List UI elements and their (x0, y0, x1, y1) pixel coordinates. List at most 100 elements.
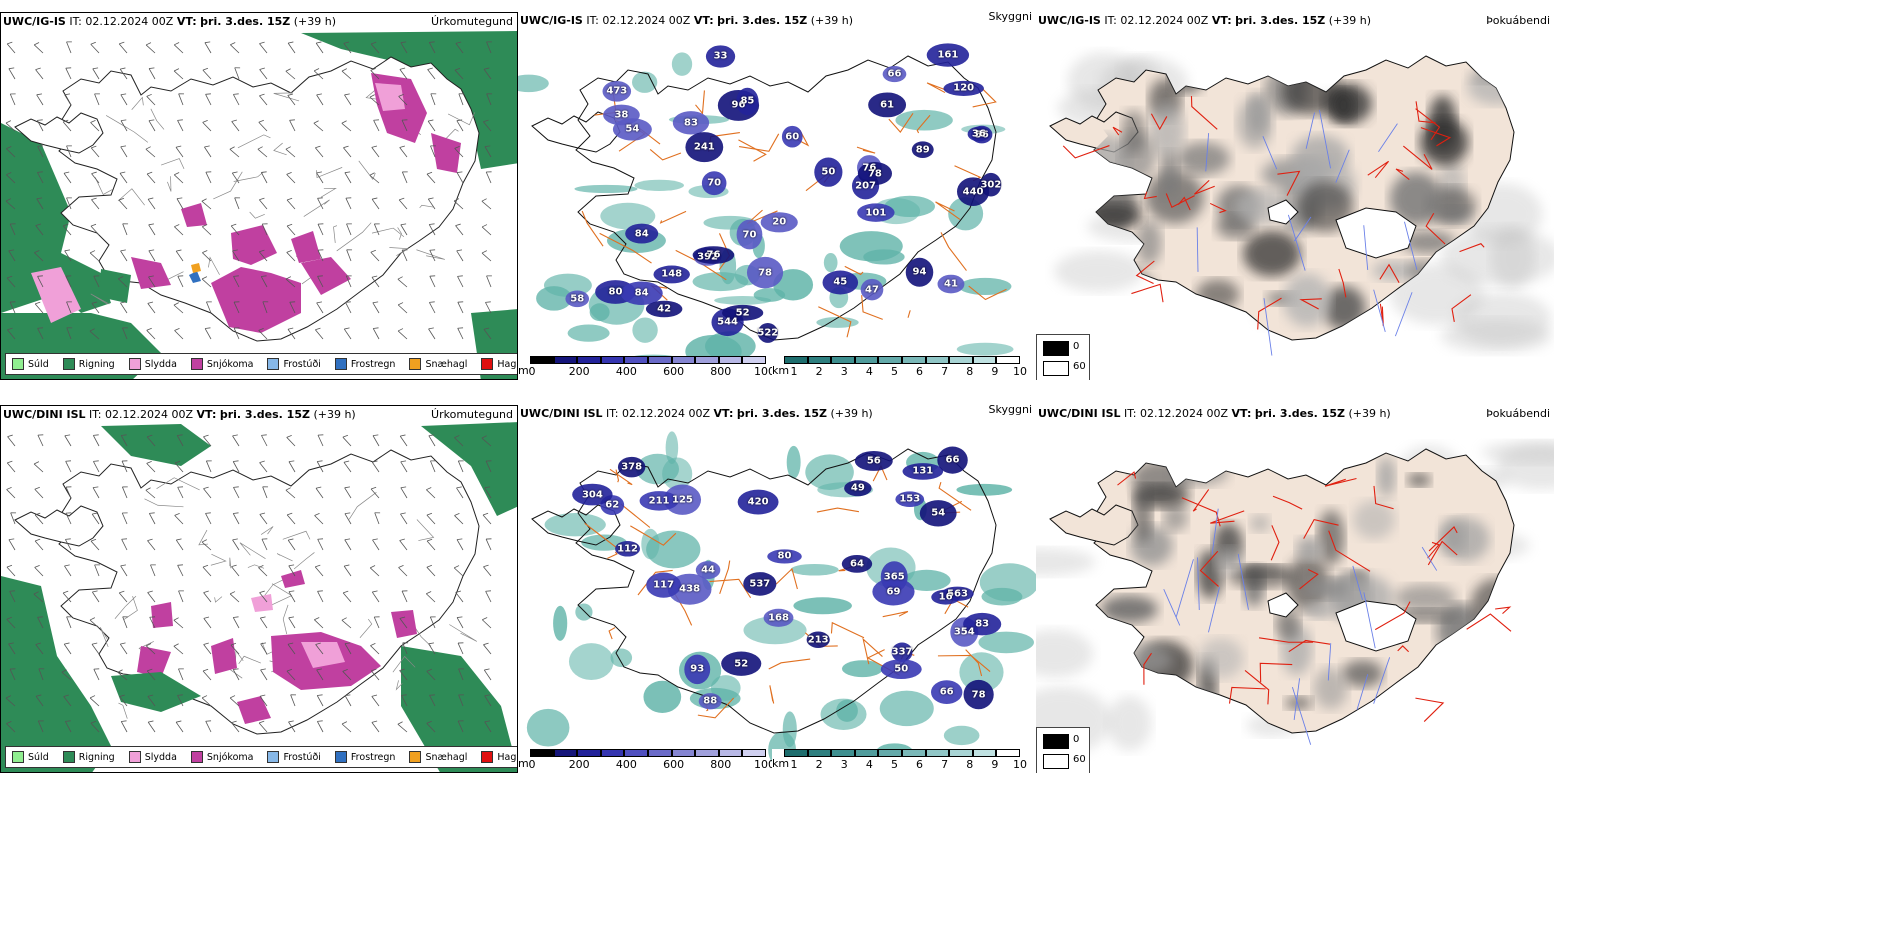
low-visibility-area (836, 699, 858, 722)
cloud-ceiling-area (565, 290, 590, 308)
wind-barb (145, 146, 156, 158)
fog-index-map-top: UWC/IG-IS IT: 02.12.2024 00Z VT: þri. 3.… (1036, 12, 1554, 380)
cloud-ceiling-area (767, 549, 802, 564)
road-line (609, 468, 633, 486)
colorbar-tick: 2 (815, 758, 823, 771)
model-name: UWC/IG-IS (3, 15, 66, 28)
ceiling-value-label: 83 (684, 117, 698, 129)
wind-barb (35, 223, 44, 236)
wind-barb (287, 93, 296, 106)
wind-barb (429, 694, 436, 707)
wind-barb (65, 486, 72, 499)
legend-swatch (1043, 734, 1069, 749)
wind-barb (205, 512, 212, 525)
wind-barb (315, 327, 324, 340)
panel-title: Úrkomutegund (431, 408, 513, 421)
low-visibility-area (895, 109, 953, 131)
wind-barb (122, 223, 129, 236)
road-line (599, 232, 652, 264)
colorbar-unit: m (518, 757, 529, 770)
fog-area (1054, 250, 1144, 292)
panel-title: Úrkomutegund (431, 15, 513, 28)
wind-barb (146, 327, 156, 340)
wind-barb (429, 616, 436, 629)
ceiling-value-label: 354 (953, 626, 975, 638)
wind-barb (65, 67, 72, 80)
wind-barb (317, 434, 324, 447)
colorbar-unit: km (772, 364, 790, 377)
wind-barb (147, 301, 156, 314)
ceiling-value-label: 54 (625, 123, 640, 135)
road-line (818, 306, 852, 338)
cloud-ceiling-area (822, 270, 859, 295)
wind-barb (457, 642, 464, 655)
cloud-ceiling-area (763, 608, 794, 627)
wind-barb (89, 617, 100, 629)
wind-barb (485, 171, 492, 184)
map-canvas (518, 43, 1014, 368)
westfjords-coastline (14, 112, 104, 154)
wind-barb (121, 460, 128, 473)
cloud-ceiling-area (926, 43, 970, 67)
wind-barb (343, 327, 352, 340)
ceiling-value-label: 36 (971, 128, 986, 140)
wind-barb (371, 694, 380, 707)
wind-barb (343, 41, 352, 54)
ceiling-value-label: 78 (758, 267, 772, 279)
wind-barb (372, 434, 380, 447)
precip-area (131, 257, 171, 289)
cloud-ceiling-area (882, 65, 907, 83)
legend-item: Frostregn (334, 358, 395, 370)
valid-time: þri. 3.des. 15Z (200, 15, 291, 28)
wind-barb (458, 93, 465, 106)
wind-barb (400, 460, 408, 473)
panel-title: Þokuábendi (1486, 14, 1550, 27)
cloud-ceiling-area (967, 126, 991, 142)
fog-area (1198, 638, 1244, 679)
wind-barb (453, 198, 464, 210)
ceiling-value-label: 392 (697, 251, 718, 263)
cloud-ceiling-area (937, 274, 965, 294)
road-line (607, 551, 618, 559)
header: UWC/IG-IS IT: 02.12.2024 00Z VT: þri. 3.… (3, 15, 337, 28)
colorbar-tick: 8 (966, 758, 974, 771)
fog-area (1249, 514, 1270, 532)
wind-barb (481, 198, 492, 210)
map-canvas (1049, 52, 1554, 356)
model-name: UWC/DINI ISL (3, 408, 86, 421)
wind-barb (286, 249, 296, 262)
colorbar-tick: 400 (615, 365, 637, 378)
header: UWC/DINI ISL IT: 02.12.2024 00Z VT: þri.… (1038, 407, 1391, 420)
road-line (105, 115, 149, 143)
ceiling-value-label: 50 (894, 663, 909, 675)
legend-label: Haglél (497, 358, 517, 370)
wind-barb (202, 119, 212, 132)
wind-barb (289, 301, 296, 314)
wind-barb (288, 720, 296, 733)
cloud-ceiling-area (620, 281, 663, 306)
wind-barb (259, 512, 268, 525)
road-line (229, 557, 232, 569)
wind-barb (399, 145, 408, 158)
colorbar-segment (996, 749, 1020, 757)
low-visibility-area (544, 512, 606, 537)
map-canvas (526, 431, 1036, 769)
colorbar-segment (718, 356, 743, 364)
wind-barb (402, 642, 409, 655)
wind-barb (287, 41, 296, 54)
wind-barb (315, 41, 324, 54)
legend-item: Haglél (481, 751, 517, 763)
fog-area (1160, 151, 1180, 199)
wind-barb (204, 145, 212, 158)
ceiling-value-label: 49 (850, 482, 865, 494)
wind-barb (426, 668, 436, 681)
glacier (1335, 207, 1417, 259)
ceiling-value-label: 94 (912, 266, 927, 278)
ceiling-value-label: 125 (672, 494, 693, 506)
wind-barb (232, 460, 240, 473)
ceiling-value-label: 78 (867, 168, 882, 180)
fog-area (1143, 686, 1208, 710)
road-line (1210, 510, 1245, 524)
cloud-ceiling-area (902, 463, 944, 480)
wind-barb (66, 41, 72, 54)
